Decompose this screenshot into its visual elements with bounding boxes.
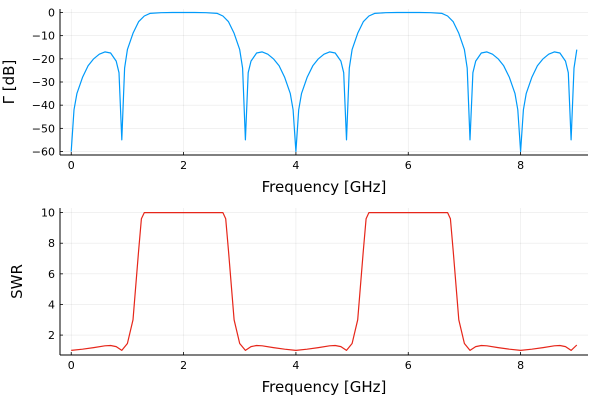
x-tick-labels: 0 2 4 6 8 <box>68 152 524 172</box>
y-tick-label: −30 <box>32 76 55 89</box>
x-tick-labels: 0 2 4 6 8 <box>68 352 524 372</box>
x-tick-label: 4 <box>292 359 299 372</box>
y-tick-label: 8 <box>48 237 55 250</box>
y-tick-label: −60 <box>32 146 55 159</box>
x-tick-label: 4 <box>292 159 299 172</box>
x-tick-label: 6 <box>405 359 412 372</box>
grid <box>60 9 588 155</box>
y-tick-label: −50 <box>32 122 55 135</box>
x-tick-label: 2 <box>180 159 187 172</box>
y-tick-labels: 0 −10 −20 −30 −40 −50 −60 <box>32 6 63 159</box>
gamma-db-plot: 0 2 4 6 8 0 −10 −20 −30 −40 −50 −60 Frequency [GHz… <box>0 6 588 196</box>
y-tick-label: −20 <box>32 53 55 66</box>
series-line <box>70 11 578 153</box>
y-axis-label: SWR <box>8 264 26 299</box>
y-tick-label: 10 <box>41 207 55 220</box>
x-axis-label: Frequency [GHz] <box>262 378 387 396</box>
x-axis-label: Frequency [GHz] <box>262 178 387 196</box>
x-tick-label: 6 <box>405 159 412 172</box>
series-layer <box>70 11 578 153</box>
x-tick-label: 8 <box>517 359 524 372</box>
swr-plot: 0 2 4 6 8 2 4 6 8 10 Frequency [GHz] SWR <box>8 207 588 396</box>
y-tick-label: 6 <box>48 268 55 281</box>
y-tick-labels: 2 4 6 8 10 <box>41 207 63 342</box>
x-tick-label: 8 <box>517 159 524 172</box>
grid <box>60 208 588 355</box>
y-tick-label: 2 <box>48 329 55 342</box>
y-tick-label: 0 <box>48 6 55 19</box>
x-tick-label: 2 <box>180 359 187 372</box>
x-tick-label: 0 <box>68 359 75 372</box>
series-layer <box>71 212 578 351</box>
y-axis-label: Γ [dB] <box>0 60 18 105</box>
y-tick-label: 4 <box>48 298 55 311</box>
y-tick-label: −40 <box>32 99 55 112</box>
series-line <box>71 212 578 351</box>
y-tick-label: −10 <box>32 30 55 43</box>
x-tick-label: 0 <box>68 159 75 172</box>
